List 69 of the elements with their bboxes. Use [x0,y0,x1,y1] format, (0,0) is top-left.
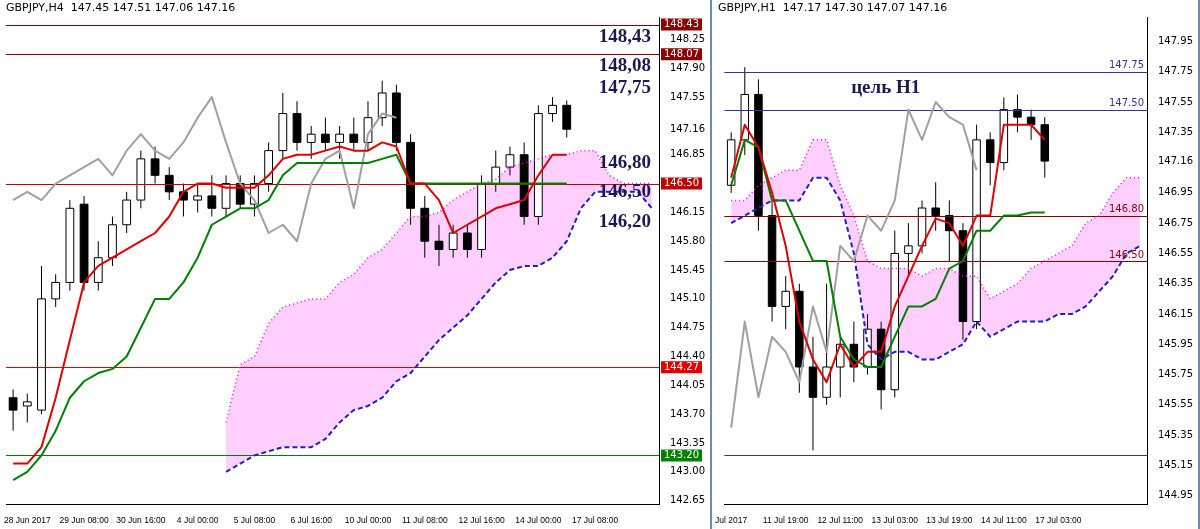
annotation: 148,43 [598,25,652,47]
annotation: 147,75 [598,75,652,97]
y-tick-label: 147.16 [670,122,706,134]
line-series [730,176,1142,361]
x-tick-label: 12 Jul 11:00 [817,515,864,526]
ref-line-label: 144.27 [664,360,700,372]
y-tick-label: 147.95 [1158,35,1194,47]
ref-line-label: 148.43 [664,18,700,30]
x-tick-label: 14 Jul 00:00 [515,515,562,526]
x-tick-label: 11 Jul 19:00 [762,515,809,526]
y-tick-label: 145.45 [670,263,706,275]
y-tick-label: 144.75 [670,321,706,333]
y-tick-label: 147.55 [1158,95,1194,107]
y-tick-label: 142.65 [670,494,706,506]
y-tick-label: 147.55 [670,90,706,102]
x-tick-label: 17 Jul 03:00 [1035,515,1082,526]
y-tick-label: 145.80 [670,234,706,246]
x-tick-label: 10 Jul 00:00 [344,515,392,526]
ref-line-label: 147.50 [1109,97,1145,109]
ref-line-label: 146.80 [1109,203,1145,215]
y-tick-label: 145.35 [1158,428,1194,440]
y-tick-label: 144.40 [670,350,706,362]
y-tick-label: 146.95 [1158,186,1194,198]
y-tick-label: 146.15 [1158,307,1194,319]
y-tick-label: 145.15 [1158,459,1194,471]
y-tick-label: 147.16 [1158,154,1194,166]
x-tick-label: 28 Jun 2017 [3,515,51,526]
y-tick-label: 144.95 [1158,489,1194,501]
x-tick-label: 5 Jul 08:00 [233,515,276,526]
y-tick-label: 146.35 [1158,277,1194,289]
chart-title: GBPJPY,H4 147.45 147.51 147.06 147.16 [6,1,236,15]
ref-line-label: 146.50 [664,177,700,189]
y-tick-label: 143.00 [670,465,706,477]
y-tick-label: 146.15 [670,206,706,217]
y-tick-label: 148.25 [670,33,706,45]
ref-line-label: 146.50 [1109,248,1145,260]
y-tick-label: 145.75 [1158,368,1194,380]
y-tick-label: 146.85 [670,148,706,160]
chart-title: GBPJPY,H1 147.17 147.30 147.07 147.16 [718,1,948,15]
y-tick-label: 147.35 [1158,125,1194,137]
x-tick-label: 17 Jul 08:00 [571,515,619,526]
x-tick-label: Jul 2017 [715,515,748,526]
x-tick-label: 13 Jul 03:00 [871,515,919,526]
y-tick-label: 147.90 [670,61,706,73]
annotation: 146,20 [598,209,652,231]
y-tick-label: 146.55 [1158,247,1194,259]
ref-line-label: 143.20 [664,448,700,460]
y-tick-label: 147.75 [1158,65,1194,77]
annotation: 146,50 [598,180,652,202]
y-tick-label: 145.95 [1158,337,1194,349]
ref-line-label: 148.07 [664,47,700,59]
annotation: 148,08 [598,53,652,75]
x-tick-label: 4 Jul 00:00 [176,515,219,526]
y-tick-label: 146.75 [1158,216,1194,228]
y-tick-label: 144.05 [670,378,706,390]
ref-line-label: 147.75 [1109,59,1145,71]
y-tick-label: 145.55 [1158,398,1194,410]
y-tick-label: 143.35 [670,436,706,448]
y-tick-label: 145.10 [670,292,706,304]
x-tick-label: 14 Jul 11:00 [981,515,1027,526]
x-tick-label: 12 Jul 16:00 [458,515,505,526]
y-tick-label: 143.70 [670,407,706,419]
x-tick-label: 6 Jul 16:00 [290,515,333,526]
x-tick-label: 11 Jul 08:00 [401,515,448,526]
annotation: 146,80 [598,151,652,173]
annotation: цель H1 [851,75,921,97]
x-tick-label: 30 Jun 16:00 [116,515,166,526]
x-tick-label: 13 Jul 19:00 [926,515,973,526]
x-tick-label: 29 Jun 08:00 [59,515,109,526]
